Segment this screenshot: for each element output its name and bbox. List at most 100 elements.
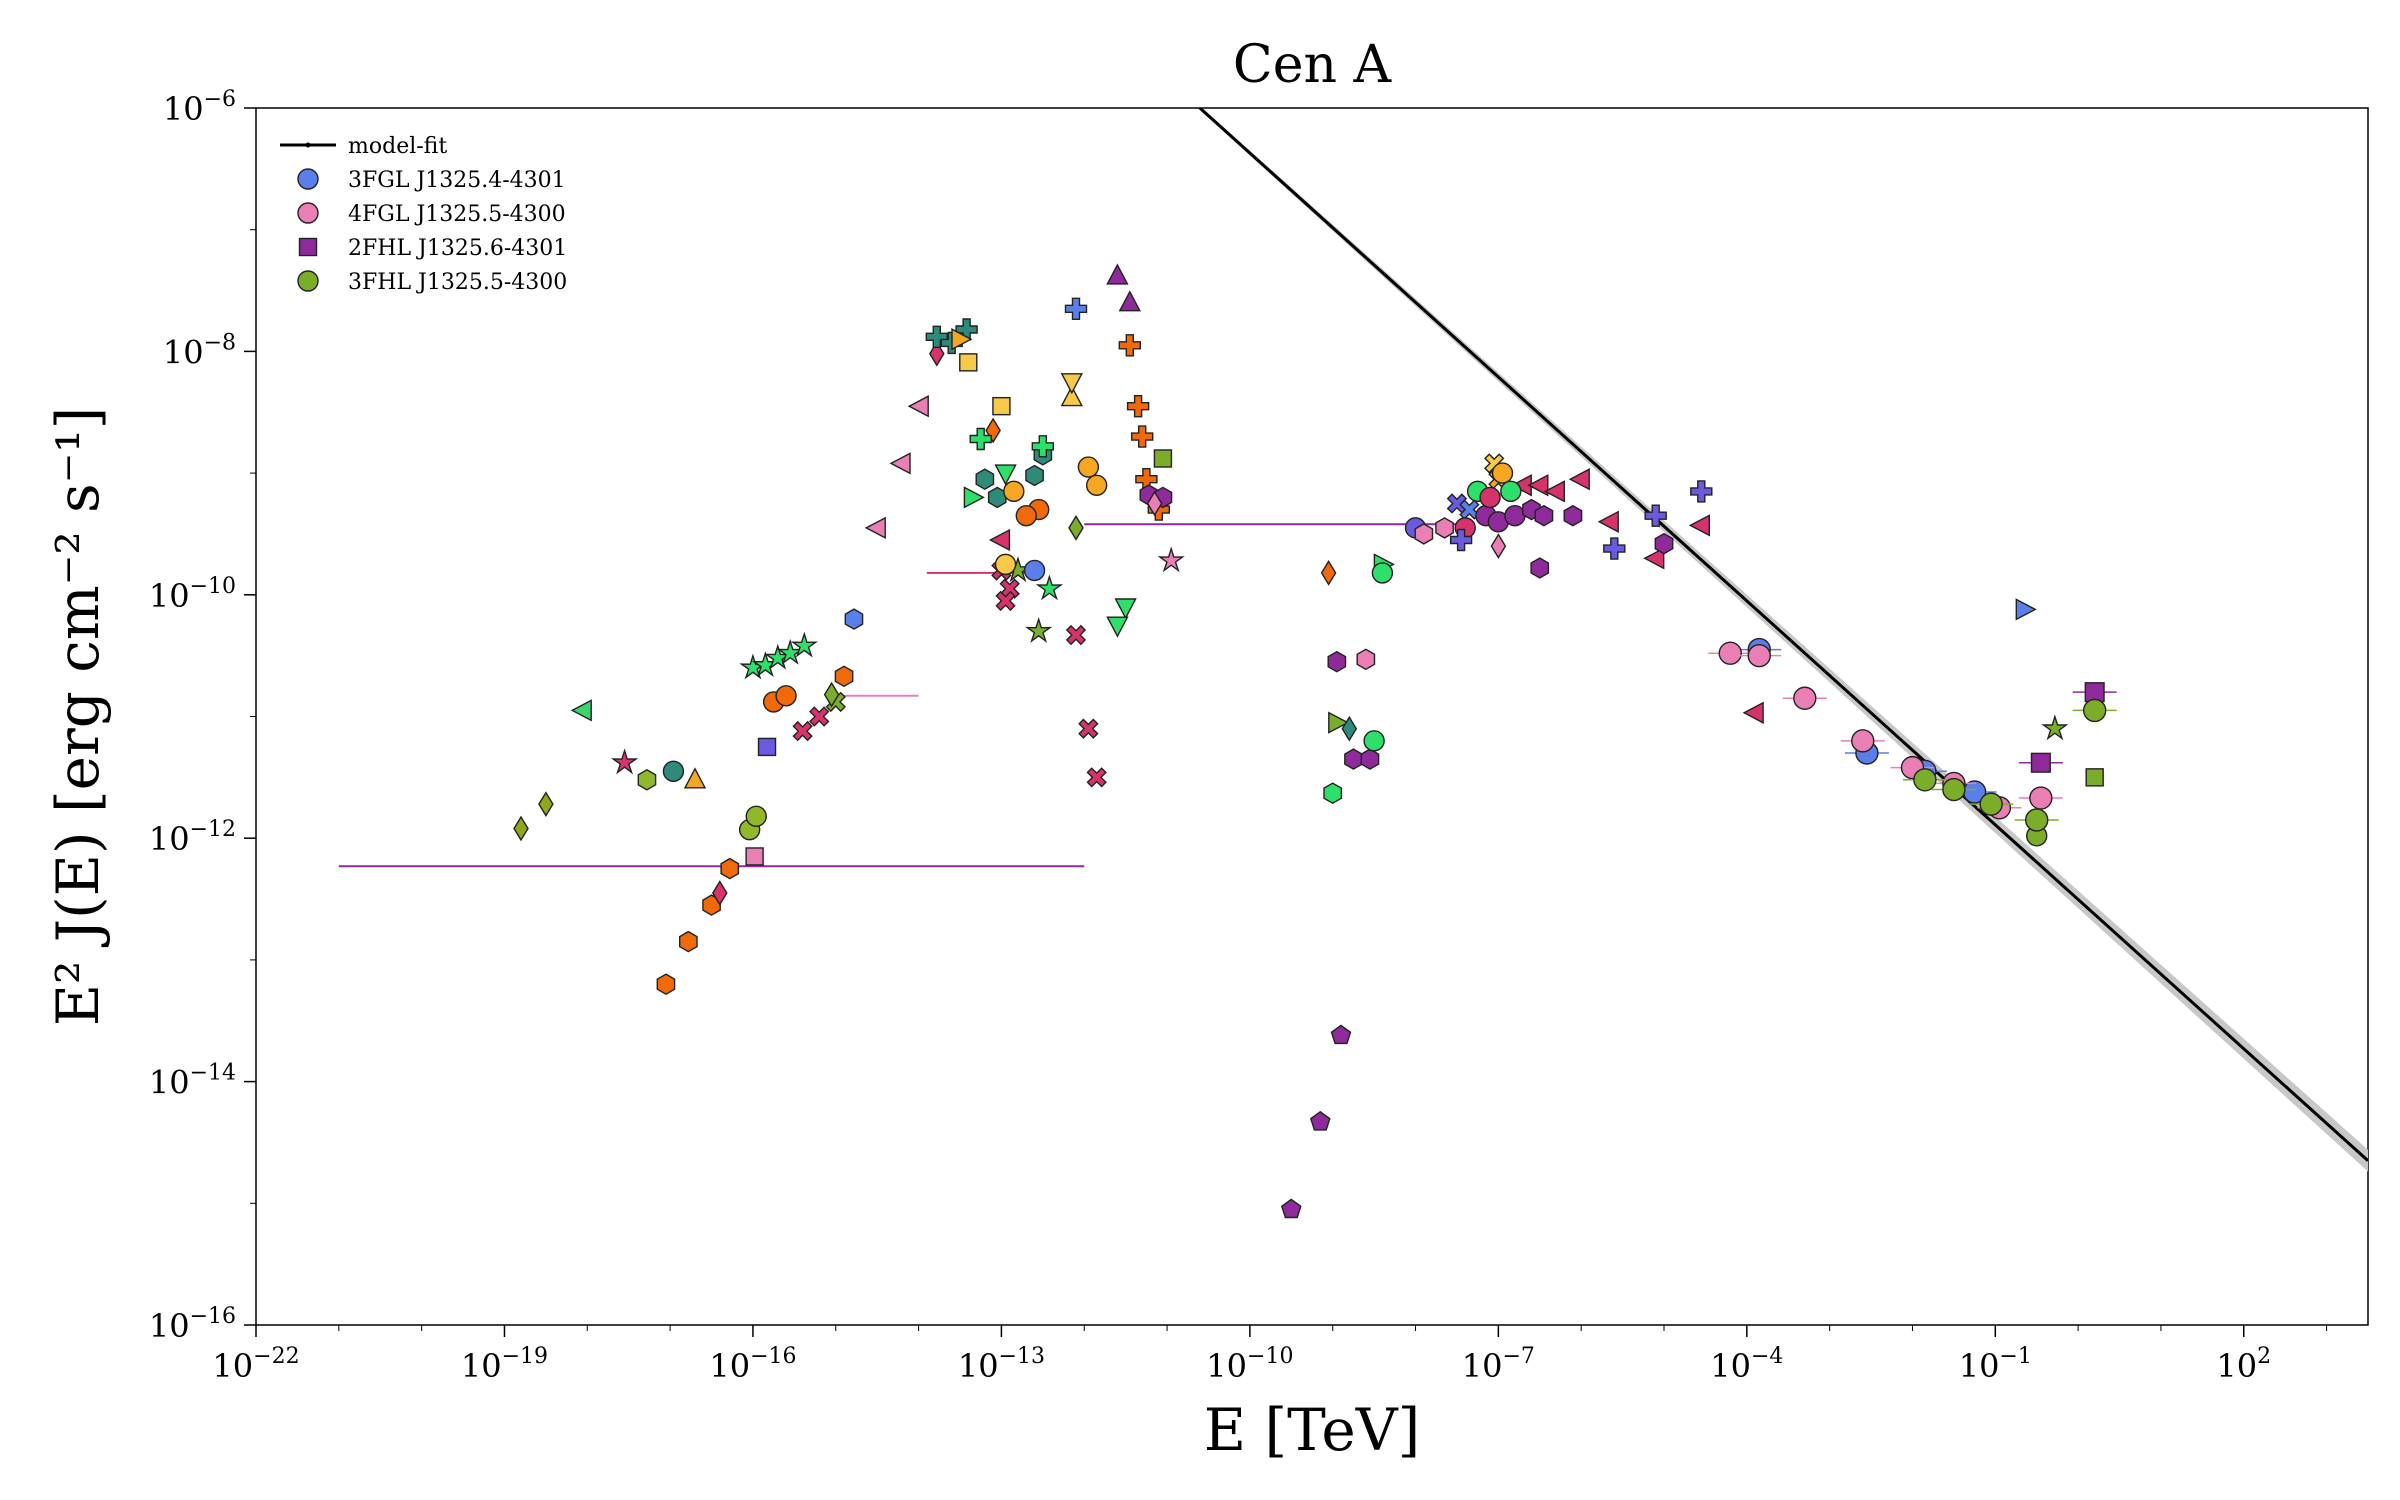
data-point — [1106, 263, 1129, 285]
x-tick-label: 10−22 — [212, 1344, 299, 1385]
data-point — [1568, 468, 1590, 491]
x-tick-label: 102 — [2216, 1344, 2271, 1385]
series-point — [1942, 777, 1966, 802]
data-point — [1479, 486, 1501, 509]
data-point — [792, 720, 813, 742]
legend-label: 2FHL J1325.6-4301 — [348, 236, 567, 261]
legend-label: 3FHL J1325.5-4300 — [348, 270, 567, 295]
series-point — [1747, 643, 1771, 668]
model-fit-band — [1197, 108, 2368, 1172]
data-point — [1157, 546, 1185, 573]
x-axis: 10−22 10−19 10−16 10−13 10−10 10−7 10−4 10−1 102 — [212, 1325, 2328, 1385]
data-point — [757, 737, 777, 757]
data-point — [1323, 782, 1343, 805]
x-tick-label: 10−16 — [709, 1344, 796, 1385]
data-point — [745, 805, 767, 827]
data-point — [1543, 480, 1566, 503]
data-point — [1742, 701, 1764, 724]
x-tick-label: 10−13 — [958, 1344, 1045, 1385]
data-point — [1603, 537, 1626, 560]
y-tick-label: 10−10 — [149, 574, 236, 615]
series-point — [1979, 792, 2003, 816]
legend-marker — [298, 237, 318, 257]
legend-label: 3FGL J1325.4-4301 — [348, 168, 566, 193]
archival-points — [513, 263, 2104, 1219]
data-point — [1534, 504, 1554, 527]
data-point — [1065, 624, 1087, 646]
data-point — [679, 930, 698, 953]
series-point — [2025, 808, 2049, 832]
data-point — [1114, 598, 1137, 620]
data-point — [823, 681, 840, 708]
data-point — [994, 464, 1017, 486]
legend-label: 4FGL J1325.5-4300 — [348, 202, 566, 227]
data-point — [1086, 767, 1107, 788]
data-point — [1328, 711, 1350, 734]
data-point — [995, 590, 1016, 612]
data-point — [790, 631, 818, 658]
series-point — [1913, 768, 1937, 792]
data-point — [1085, 474, 1108, 496]
data-point — [2041, 714, 2069, 741]
error-bar-group — [338, 523, 1457, 868]
data-point — [1491, 462, 1514, 484]
data-point — [907, 395, 929, 418]
data-point — [1500, 480, 1522, 503]
x-tick-label: 10−19 — [461, 1344, 548, 1385]
data-point — [1330, 1024, 1352, 1045]
legend-marker — [297, 270, 319, 292]
data-point — [925, 325, 948, 348]
data-point — [1563, 504, 1583, 527]
data-point — [1320, 560, 1337, 586]
data-point — [1690, 480, 1713, 503]
data-point — [1126, 395, 1150, 418]
series-point — [1851, 729, 1875, 753]
data-point — [711, 880, 728, 906]
data-point — [864, 516, 886, 540]
series-3fhl-j1325-5-4300 — [1902, 698, 2117, 832]
data-point — [720, 857, 740, 880]
data-point — [1060, 373, 1083, 395]
plot-frame — [255, 107, 2369, 1326]
data-point — [1360, 748, 1380, 770]
data-point — [1327, 650, 1347, 673]
model-fit-uncertainty — [1198, 108, 2368, 1172]
data-point — [1643, 547, 1665, 570]
data-point — [844, 608, 864, 630]
data-point — [610, 748, 639, 775]
y-axis-title: E² J(E) [erg cm⁻² s⁻¹] — [44, 407, 112, 1027]
series-point — [2084, 682, 2105, 703]
data-point — [994, 553, 1017, 576]
y-tick-label: 10−16 — [149, 1304, 236, 1345]
y-axis: 10−6 10−8 10−10 10−12 10−14 10−16 — [149, 87, 256, 1345]
data-point — [992, 396, 1011, 416]
data-point — [1341, 715, 1358, 742]
data-point — [969, 427, 992, 451]
x-tick-label: 10−4 — [1710, 1344, 1783, 1385]
data-point — [637, 768, 657, 791]
data-point — [809, 706, 830, 727]
data-point — [2085, 768, 2104, 787]
data-point — [1449, 528, 1473, 552]
data-point — [1031, 435, 1055, 458]
data-point — [1003, 480, 1025, 503]
data-point — [1023, 559, 1046, 582]
y-tick-label: 10−6 — [163, 87, 236, 128]
data-point — [1371, 562, 1394, 584]
data-point — [889, 452, 911, 475]
y-tick-label: 10−12 — [149, 817, 236, 858]
x-tick-label: 10−10 — [1206, 1344, 1293, 1385]
legend-label: model-fit — [348, 134, 447, 159]
data-point — [1356, 648, 1376, 671]
data-point — [1064, 297, 1088, 320]
data-point — [1309, 1110, 1331, 1131]
data-point — [963, 486, 985, 509]
data-point — [1153, 449, 1173, 468]
data-point — [538, 791, 554, 817]
data-point — [1015, 504, 1037, 527]
data-point — [662, 760, 685, 782]
series-point — [2030, 752, 2051, 773]
legend: model-fit 3FGL J1325.4-4301 4FGL J1325.5-4… — [280, 134, 567, 295]
data-point — [2015, 598, 2037, 621]
data-point — [1654, 532, 1674, 555]
